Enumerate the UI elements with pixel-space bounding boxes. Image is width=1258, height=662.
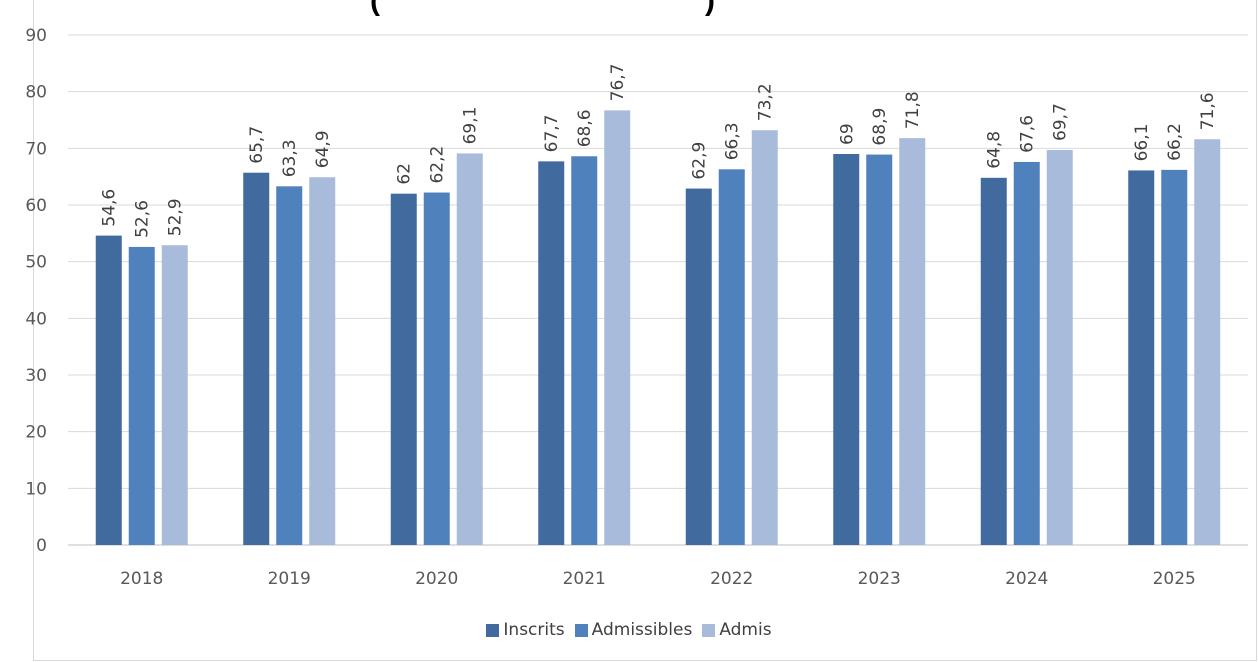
legend-swatch — [574, 623, 588, 637]
data-label: 73,2 — [756, 83, 776, 121]
data-label: 63,3 — [280, 139, 300, 177]
bars — [95, 110, 1221, 546]
data-label: 66,3 — [723, 122, 743, 160]
bar — [866, 154, 893, 546]
legend-label: Inscrits — [503, 620, 565, 640]
bar — [390, 193, 417, 545]
legend-swatch — [702, 623, 716, 637]
x-tick-label: 2019 — [268, 569, 311, 589]
data-label: 62,9 — [690, 142, 710, 180]
bar — [95, 235, 122, 545]
y-axis-ticks: 0 10 20 30 40 50 60 70 80 90 — [25, 26, 47, 556]
bar — [980, 177, 1007, 546]
data-label: 71,8 — [903, 91, 923, 129]
data-label: 65,7 — [247, 126, 267, 164]
legend-item: Admis — [702, 620, 772, 640]
data-label: 67,7 — [542, 115, 562, 153]
bar — [161, 245, 188, 545]
y-tick-label: 10 — [25, 479, 47, 499]
bar — [456, 153, 483, 545]
y-tick-label: 50 — [25, 253, 47, 273]
bar — [423, 192, 450, 546]
data-label: 52,6 — [133, 200, 153, 238]
data-label: 71,6 — [1198, 92, 1218, 130]
x-axis-ticks: 2018 2019 2020 2021 2022 2023 2024 2025 — [120, 569, 1196, 589]
x-tick-label: 2018 — [120, 569, 163, 589]
data-label: 62,2 — [428, 146, 448, 184]
y-tick-label: 90 — [25, 26, 47, 46]
bar — [685, 188, 712, 546]
bar — [1128, 170, 1155, 545]
title-close-paren: ) — [705, 0, 715, 16]
data-label: 69 — [837, 123, 857, 145]
legend-item: Inscrits — [486, 620, 565, 640]
bar — [538, 161, 565, 545]
data-label: 68,6 — [575, 109, 595, 147]
x-tick-label: 2023 — [858, 569, 901, 589]
y-tick-label: 40 — [25, 309, 47, 329]
y-tick-label: 20 — [25, 423, 47, 443]
data-label: 62 — [395, 163, 415, 185]
data-label: 76,7 — [608, 64, 628, 102]
data-label: 69,1 — [461, 107, 481, 145]
x-tick-label: 2025 — [1153, 569, 1196, 589]
data-label: 54,6 — [100, 189, 120, 227]
data-label: 66,2 — [1165, 123, 1185, 161]
bar — [604, 110, 631, 545]
x-tick-label: 2021 — [563, 569, 606, 589]
x-tick-label: 2024 — [1005, 569, 1048, 589]
y-tick-label: 80 — [25, 83, 47, 103]
data-label: 64,8 — [985, 131, 1005, 169]
bar — [899, 138, 926, 545]
legend-swatch — [486, 623, 500, 637]
bar — [243, 172, 270, 545]
legend: Inscrits Admissibles Admis — [0, 618, 1258, 642]
chart-title-fragment: ( ) — [0, 0, 1258, 16]
bar — [718, 169, 745, 546]
bar — [833, 154, 860, 545]
data-label: 52,9 — [166, 198, 186, 236]
bar — [1046, 150, 1073, 546]
y-tick-label: 70 — [25, 139, 47, 159]
bar — [309, 177, 336, 545]
y-tick-label: 60 — [25, 196, 47, 216]
data-label: 64,9 — [313, 130, 333, 168]
legend-label: Admis — [719, 620, 772, 640]
bar — [128, 246, 155, 545]
x-tick-label: 2020 — [415, 569, 458, 589]
bar — [751, 130, 778, 545]
data-label: 68,9 — [870, 108, 890, 146]
bar — [1161, 169, 1188, 545]
legend-label: Admissibles — [591, 620, 693, 640]
y-tick-label: 30 — [25, 366, 47, 386]
data-label: 67,6 — [1018, 115, 1038, 153]
y-tick-label: 0 — [36, 536, 47, 556]
data-label: 69,7 — [1051, 103, 1071, 141]
bar — [571, 156, 598, 545]
bar — [1194, 139, 1221, 545]
bar — [276, 186, 303, 546]
legend-item: Admissibles — [574, 620, 693, 640]
data-labels: 54,6 52,6 52,9 65,7 63,3 64,9 62 62,2 69,1 67,7 68… — [100, 64, 1219, 238]
x-tick-label: 2022 — [710, 569, 753, 589]
data-label: 66,1 — [1132, 124, 1152, 162]
bar — [1013, 161, 1040, 545]
title-open-paren: ( — [370, 0, 380, 16]
